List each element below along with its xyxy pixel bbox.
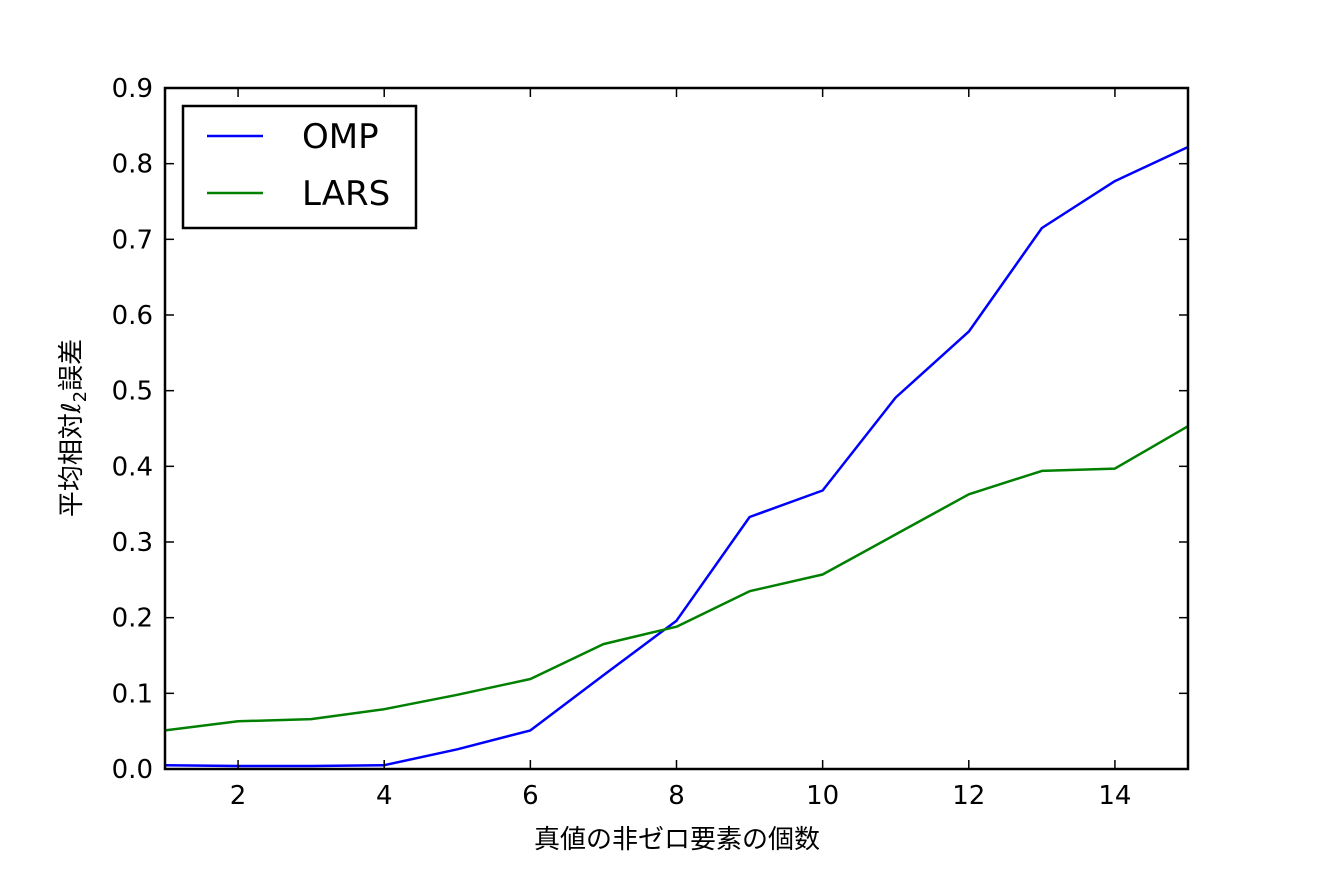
x-tick-label: 8: [668, 781, 685, 811]
y-tick-label: 0.7: [112, 225, 153, 255]
y-tick-label: 0.1: [112, 679, 153, 709]
legend-label-lars: LARS: [302, 174, 390, 214]
y-tick-label: 0.0: [112, 755, 153, 785]
y-axis-title-suffix: 誤差: [57, 339, 87, 391]
y-axis-title-ell: ℓ: [57, 402, 87, 414]
legend: OMP LARS: [181, 104, 418, 230]
y-tick-label: 0.5: [112, 377, 153, 407]
y-tick-label: 0.3: [112, 528, 153, 558]
legend-box: [181, 104, 418, 230]
x-tick-label: 14: [1098, 781, 1131, 811]
y-tick-label: 0.6: [112, 301, 153, 331]
x-tick-label: 6: [522, 781, 539, 811]
x-tick-label: 12: [952, 781, 985, 811]
y-tick-label: 0.8: [112, 150, 153, 180]
y-axis-title: 平均相対ℓ2誤差: [57, 339, 91, 517]
series-line-omp: [165, 145, 1188, 768]
legend-label-omp: OMP: [302, 117, 379, 157]
x-tick-label: 10: [806, 781, 839, 811]
y-tick-label: 0.2: [112, 604, 153, 634]
series-line-lars: [165, 425, 1188, 732]
x-axis-title: 真値の非ゼロ要素の個数: [534, 825, 820, 855]
y-tick-label: 0.4: [112, 452, 153, 482]
x-tick-label: 4: [376, 781, 393, 811]
y-tick-label: 0.9: [112, 74, 153, 104]
y-axis-title-subscript: 2: [70, 391, 91, 402]
plot-area: 2 4 6 8 10 12 14 0.0 0.1 0.2 0.3 0.4 0.5 0.6 0.7 0.8 0.9: [112, 74, 1190, 811]
x-tick-label: 2: [230, 781, 247, 811]
y-axis-title-prefix: 平均相対: [57, 413, 87, 517]
